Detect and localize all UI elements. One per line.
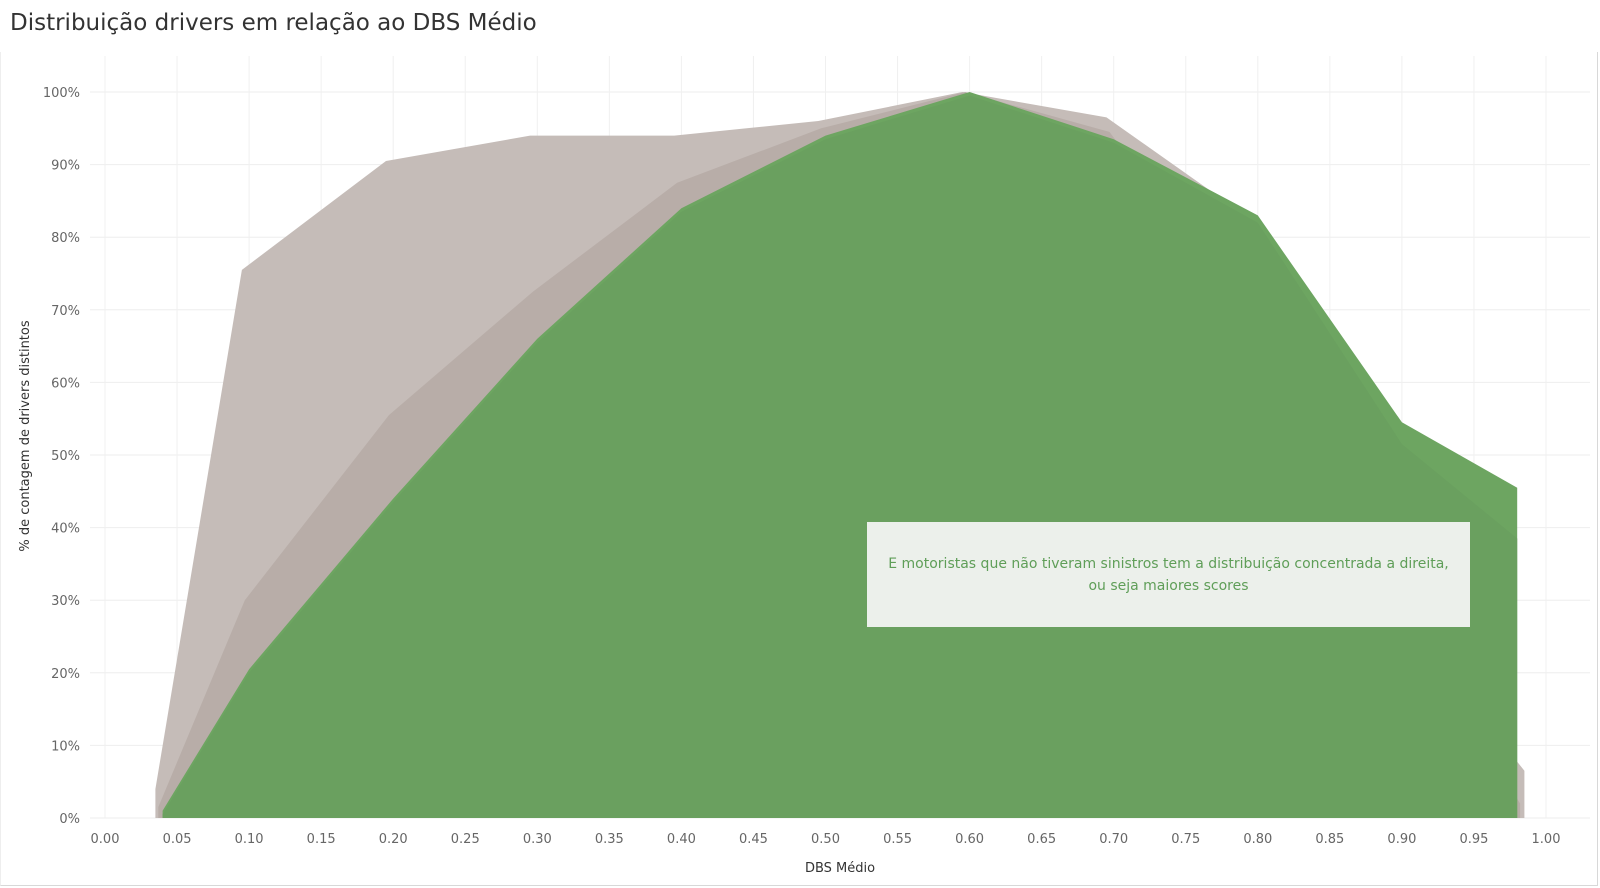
y-tick-label: 50% [51, 449, 80, 464]
annotation-box: E motoristas que não tiveram sinistros t… [867, 522, 1470, 627]
x-tick-label: 0.85 [1315, 832, 1344, 847]
x-tick-label: 0.20 [379, 832, 408, 847]
y-tick-label: 100% [43, 86, 80, 101]
y-tick-label: 60% [51, 376, 80, 391]
annotation-line-1: E motoristas que não tiveram sinistros t… [888, 555, 1449, 572]
x-tick-label: 0.00 [91, 832, 120, 847]
x-tick-label: 0.25 [451, 832, 480, 847]
x-tick-label: 0.75 [1171, 832, 1200, 847]
x-axis-ticks: 0.00 0.05 0.10 0.15 0.20 0.25 0.30 0.35 0.40 0.45… [91, 832, 1561, 847]
x-tick-label: 0.30 [523, 832, 552, 847]
x-tick-label: 0.90 [1387, 832, 1416, 847]
y-tick-label: 0% [59, 812, 80, 827]
x-tick-label: 0.10 [235, 832, 264, 847]
x-tick-label: 0.05 [163, 832, 192, 847]
plot-frame [0, 52, 1598, 886]
x-tick-label: 0.65 [1027, 832, 1056, 847]
y-tick-label: 80% [51, 231, 80, 246]
area-series [155, 92, 1525, 819]
x-tick-label: 0.55 [883, 832, 912, 847]
y-tick-label: 90% [51, 159, 80, 174]
y-tick-label: 40% [51, 522, 80, 537]
y-tick-label: 20% [51, 667, 80, 682]
x-tick-label: 1.00 [1532, 832, 1561, 847]
y-tick-label: 30% [51, 594, 80, 609]
x-tick-label: 0.40 [667, 832, 696, 847]
y-tick-label: 70% [51, 304, 80, 319]
x-tick-label: 0.35 [595, 832, 624, 847]
x-axis-title: DBS Médio [805, 861, 875, 876]
x-tick-label: 0.50 [811, 832, 840, 847]
x-tick-label: 0.80 [1243, 832, 1272, 847]
x-tick-label: 0.95 [1459, 832, 1488, 847]
x-tick-label: 0.60 [955, 832, 984, 847]
chart-title: Distribuição drivers em relação ao DBS M… [10, 10, 537, 36]
x-tick-label: 0.70 [1099, 832, 1128, 847]
y-tick-label: 10% [51, 739, 80, 754]
y-axis-title: % de contagem de drivers distintos [18, 320, 33, 551]
area-series-4 [162, 95, 1518, 819]
x-tick-label: 0.15 [307, 832, 336, 847]
annotation-line-2: ou seja maiores scores [1088, 577, 1249, 594]
x-tick-label: 0.45 [739, 832, 768, 847]
y-axis-ticks: 0% 10% 20% 30% 40% 50% 60% 70% 80% 90% 100% [43, 86, 80, 827]
